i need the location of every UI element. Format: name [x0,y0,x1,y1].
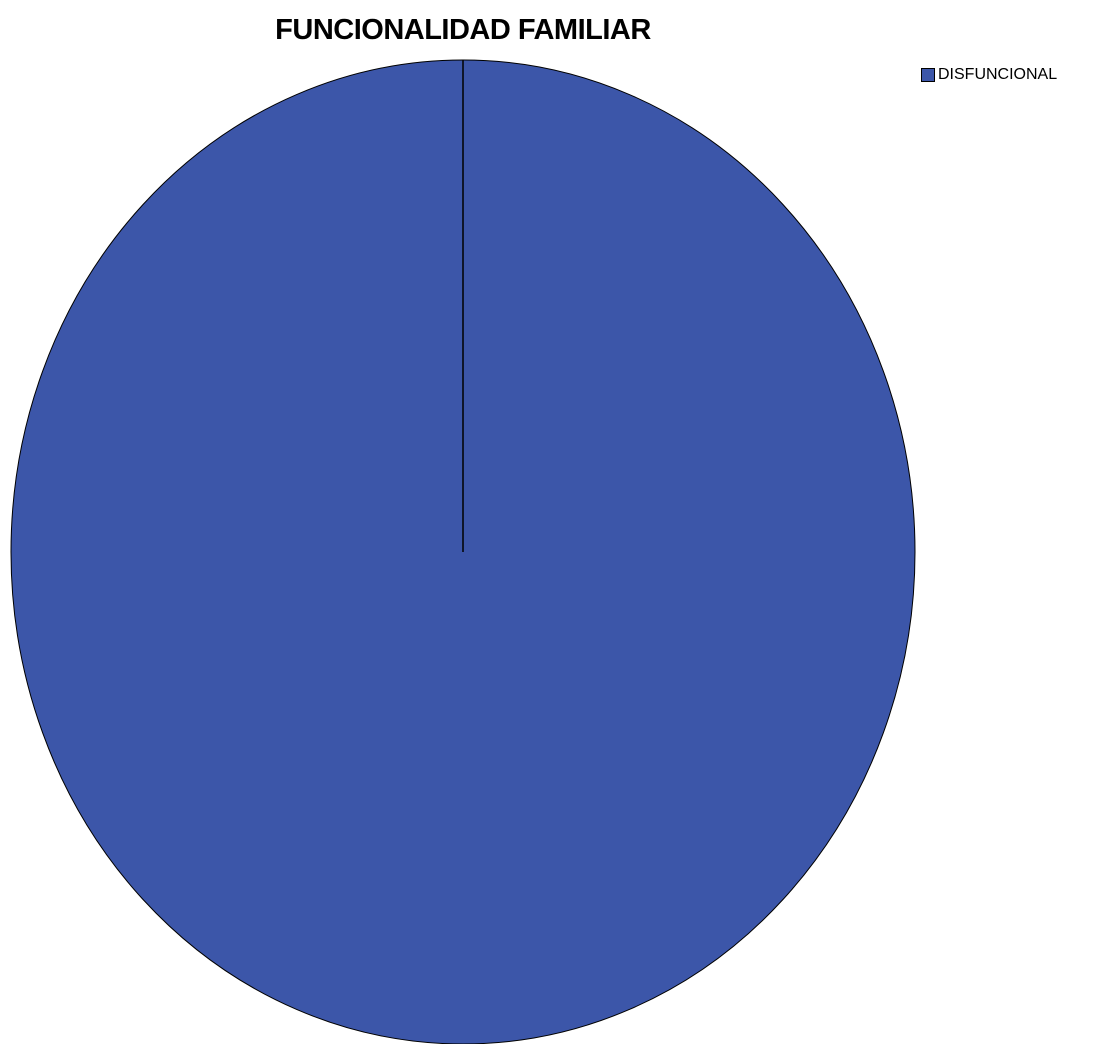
chart-title: FUNCIONALIDAD FAMILIAR [275,14,651,46]
legend-label: DISFUNCIONAL [938,66,1058,83]
chart-legend: DISFUNCIONAL [921,66,1057,84]
legend-swatch [921,68,935,82]
